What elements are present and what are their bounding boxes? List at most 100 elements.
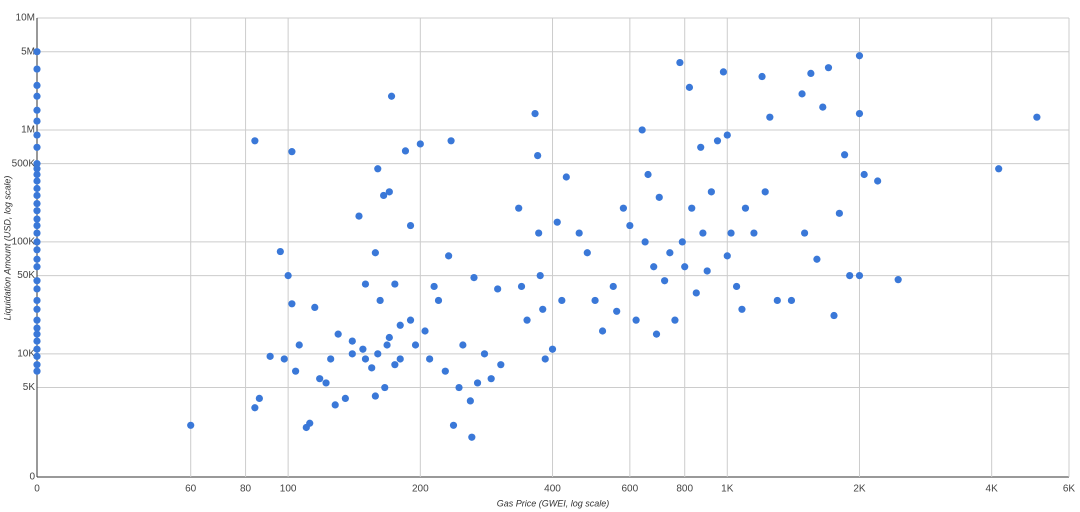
point xyxy=(361,280,370,288)
point xyxy=(536,272,544,280)
point xyxy=(798,90,806,98)
point xyxy=(713,137,722,145)
point xyxy=(284,272,292,280)
point xyxy=(33,106,41,114)
point xyxy=(455,383,463,392)
point xyxy=(855,272,864,280)
y-tick-label: 5K xyxy=(23,382,36,393)
point xyxy=(830,311,838,320)
point xyxy=(487,375,495,383)
point xyxy=(583,249,591,257)
point xyxy=(874,177,882,185)
point xyxy=(33,48,41,56)
point xyxy=(33,221,41,230)
point xyxy=(681,263,689,271)
point xyxy=(341,394,349,403)
point xyxy=(359,345,367,353)
point xyxy=(609,282,617,291)
point xyxy=(280,355,288,363)
point xyxy=(33,246,41,254)
point xyxy=(445,252,453,260)
point xyxy=(575,229,583,237)
y-axis-title: Liquidation Amount (USD, log scale) xyxy=(2,176,12,321)
point xyxy=(380,191,388,200)
point xyxy=(671,316,679,324)
point xyxy=(33,277,41,285)
y-tick-label: 100K xyxy=(12,237,36,248)
point xyxy=(33,263,41,271)
point xyxy=(688,204,696,212)
point xyxy=(355,212,363,220)
point xyxy=(515,204,523,212)
point xyxy=(295,341,303,349)
point xyxy=(613,307,621,315)
point xyxy=(334,330,342,338)
point xyxy=(766,113,774,121)
point xyxy=(33,143,41,151)
point xyxy=(619,204,627,212)
point xyxy=(666,249,674,257)
x-tick-label: 60 xyxy=(185,484,197,495)
point xyxy=(376,296,384,305)
point xyxy=(391,361,399,369)
point xyxy=(288,148,296,156)
point xyxy=(761,188,769,196)
point xyxy=(523,316,531,324)
y-tick-label: 10M xyxy=(16,13,35,24)
point xyxy=(406,221,415,230)
point xyxy=(644,170,652,179)
point xyxy=(251,137,259,145)
point xyxy=(33,352,41,360)
point xyxy=(416,140,424,148)
point xyxy=(374,350,382,358)
x-tick-label: 800 xyxy=(676,484,693,495)
point xyxy=(841,151,849,159)
point xyxy=(33,324,41,332)
point xyxy=(678,238,686,246)
point xyxy=(322,379,330,387)
point xyxy=(33,238,41,246)
point xyxy=(480,350,489,358)
point xyxy=(470,273,478,282)
point xyxy=(276,247,284,256)
y-tick-label: 500K xyxy=(12,158,36,169)
point xyxy=(33,191,41,200)
point xyxy=(426,355,434,363)
point xyxy=(641,238,649,246)
point xyxy=(374,165,382,173)
point xyxy=(459,341,467,349)
point xyxy=(541,355,549,363)
point xyxy=(632,316,640,324)
x-tick-label: 6K xyxy=(1063,484,1076,495)
point xyxy=(860,170,868,179)
point xyxy=(553,218,561,226)
point xyxy=(732,282,741,291)
point xyxy=(741,204,750,212)
x-tick-label: 400 xyxy=(544,484,561,495)
x-tick-label: 80 xyxy=(240,484,252,495)
y-tick-label: 0 xyxy=(29,472,35,483)
point xyxy=(306,419,314,427)
point xyxy=(368,364,376,372)
x-tick-label: 1K xyxy=(721,484,734,495)
point xyxy=(421,327,429,335)
point xyxy=(371,249,379,257)
point xyxy=(387,92,396,100)
point xyxy=(655,193,663,201)
point xyxy=(894,276,902,284)
point xyxy=(396,355,404,363)
point xyxy=(692,289,700,297)
point xyxy=(707,188,715,196)
point xyxy=(824,64,833,72)
point xyxy=(255,394,263,403)
point xyxy=(33,285,41,293)
point xyxy=(33,92,41,100)
point xyxy=(33,305,41,313)
point xyxy=(33,117,41,125)
point xyxy=(855,52,864,60)
point xyxy=(381,383,389,392)
point xyxy=(311,303,319,311)
point xyxy=(591,296,599,305)
point xyxy=(348,350,356,358)
